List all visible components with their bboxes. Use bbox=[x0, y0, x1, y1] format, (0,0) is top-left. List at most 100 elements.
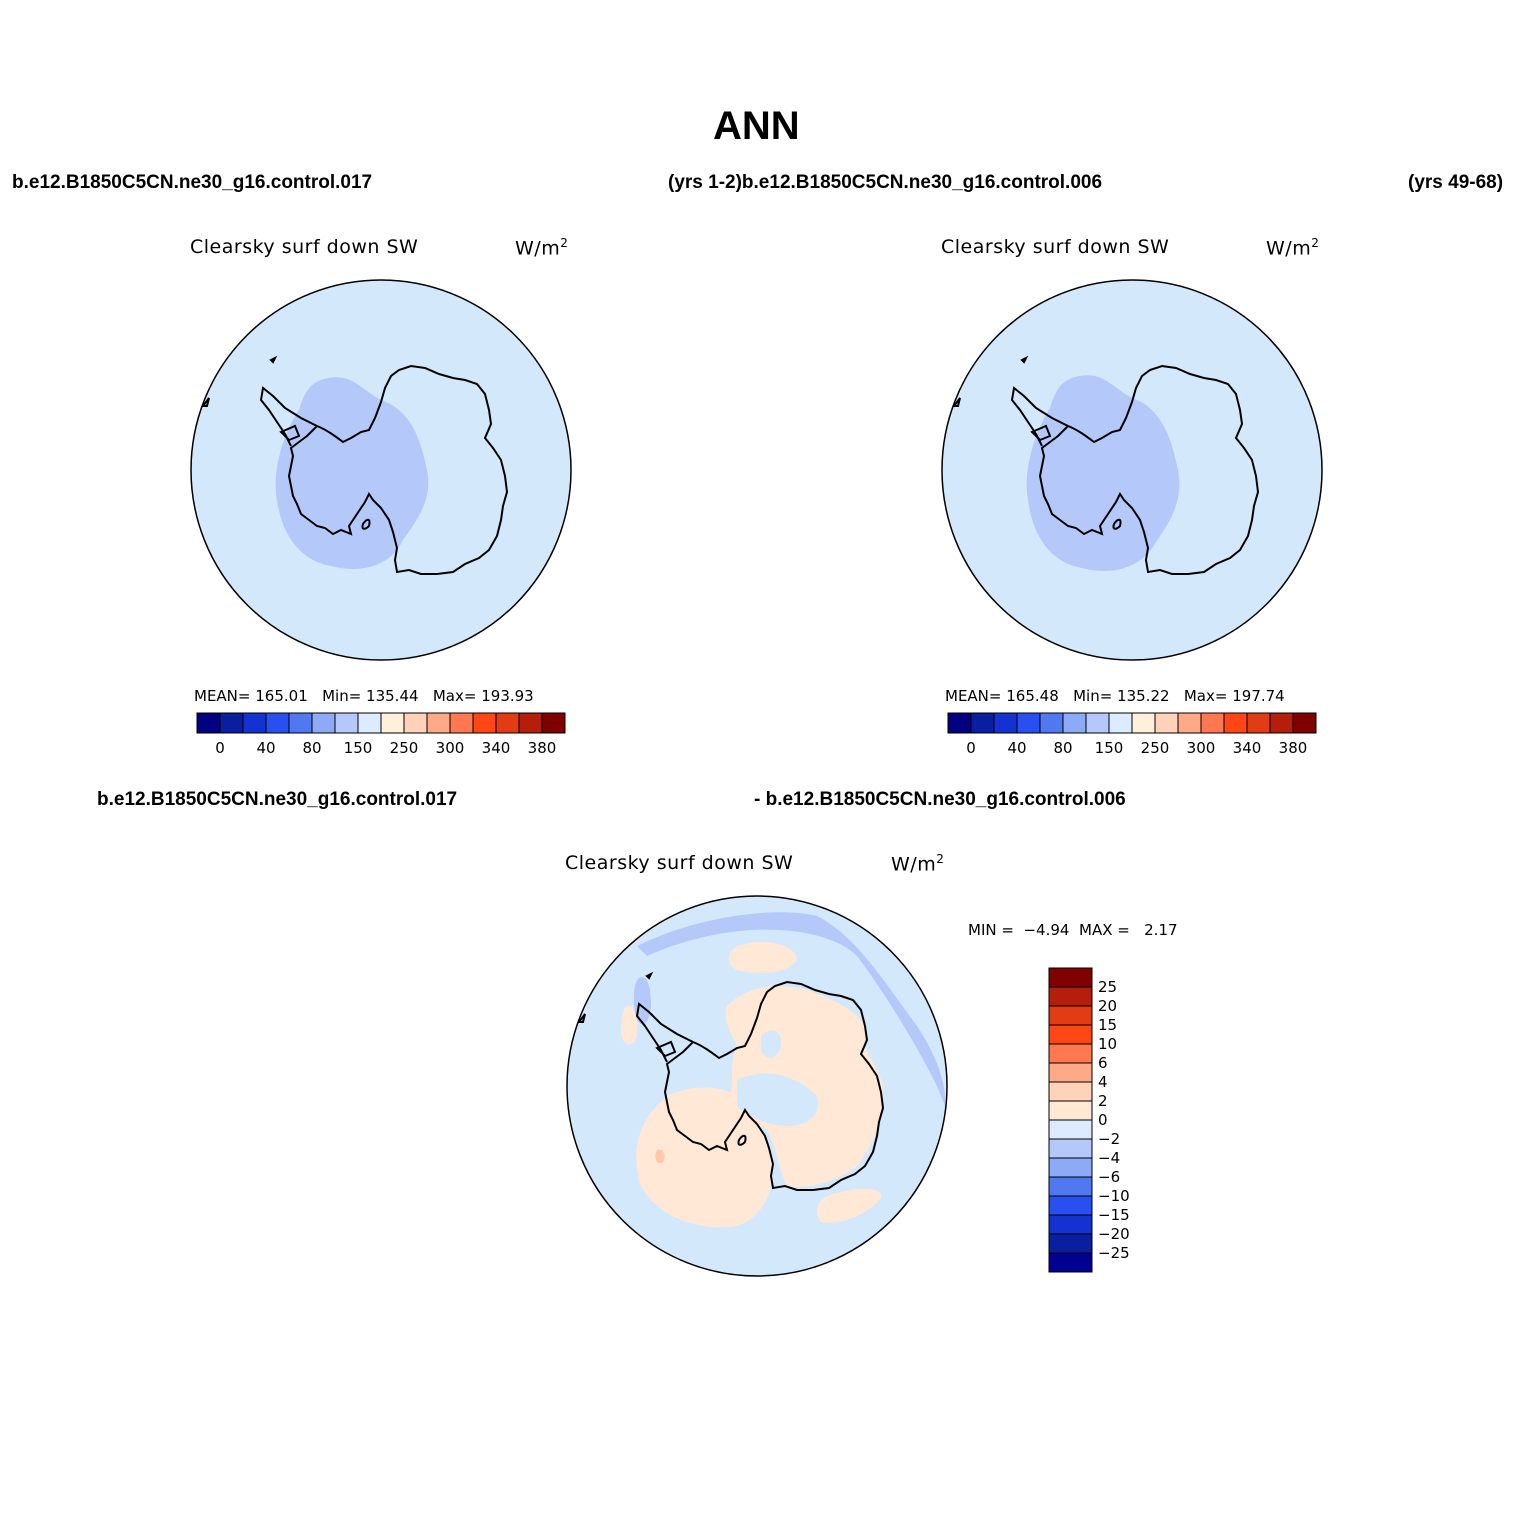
diff-case-right: - b.e12.B1850C5CN.ne30_g16.control.006 bbox=[754, 789, 1126, 810]
colorbar-box bbox=[1039, 712, 1064, 734]
colorbar-box bbox=[1048, 1252, 1093, 1273]
colorbar-box bbox=[1048, 1043, 1093, 1064]
colorbar-label: 40 bbox=[1007, 739, 1026, 757]
colorbar-box bbox=[1200, 712, 1225, 734]
colorbar-label: 10 bbox=[1098, 1035, 1117, 1053]
panel3-positive-peninsula bbox=[621, 1005, 638, 1045]
colorbar-box bbox=[970, 712, 995, 734]
colorbar-label: 380 bbox=[1279, 739, 1308, 757]
colorbar-box bbox=[1048, 1081, 1093, 1102]
colorbar-box bbox=[1048, 1024, 1093, 1045]
panel1-map bbox=[191, 280, 571, 660]
colorbar-label: 0 bbox=[966, 739, 976, 757]
panel1-border bbox=[190, 279, 572, 661]
colorbar-box bbox=[495, 712, 520, 734]
colorbar-label: 0 bbox=[215, 739, 225, 757]
colorbar-box bbox=[242, 712, 267, 734]
panel2-field-name: Clearsky surf down SW bbox=[941, 236, 1170, 258]
colorbar-box bbox=[1177, 712, 1202, 734]
panel3-negative-band bbox=[637, 912, 946, 1106]
panel1-field-name: Clearsky surf down SW bbox=[190, 236, 419, 258]
colorbar-box bbox=[1154, 712, 1179, 734]
colorbar-box bbox=[1062, 712, 1087, 734]
colorbar-box bbox=[219, 712, 244, 734]
panel3-stats: MIN = −4.94 MAX = 2.17 bbox=[968, 921, 1178, 939]
colorbar-label: 20 bbox=[1098, 997, 1117, 1015]
case-label-left: b.e12.B1850C5CN.ne30_g16.control.017 bbox=[12, 172, 373, 193]
colorbar-label: 300 bbox=[1187, 739, 1216, 757]
colorbar-label: 40 bbox=[256, 739, 275, 757]
colorbar-label: 150 bbox=[344, 739, 373, 757]
colorbar-box bbox=[1048, 967, 1093, 988]
colorbar-box bbox=[1016, 712, 1041, 734]
colorbar-label: 340 bbox=[482, 739, 511, 757]
diff-case-left: b.e12.B1850C5CN.ne30_g16.control.017 bbox=[97, 789, 458, 810]
colorbar-box bbox=[1048, 1119, 1093, 1140]
colorbar-label: 6 bbox=[1098, 1054, 1108, 1072]
figure-title: ANN bbox=[713, 104, 800, 148]
colorbar-box bbox=[541, 712, 566, 734]
panel2-stats: MEAN= 165.48 Min= 135.22 Max= 197.74 bbox=[945, 687, 1285, 705]
colorbar-box bbox=[1131, 712, 1156, 734]
colorbar-box bbox=[993, 712, 1018, 734]
colorbar-label: 2 bbox=[1098, 1092, 1108, 1110]
colorbar-box bbox=[1048, 1157, 1093, 1178]
colorbar-box bbox=[1048, 1214, 1093, 1235]
colorbar-label: 150 bbox=[1095, 739, 1124, 757]
colorbar-label: −2 bbox=[1098, 1130, 1120, 1148]
colorbar-label: −20 bbox=[1098, 1225, 1130, 1243]
panel3-map bbox=[567, 896, 947, 1276]
colorbar-label: −10 bbox=[1098, 1187, 1130, 1205]
colorbar-box bbox=[1048, 1005, 1093, 1026]
colorbar-box bbox=[380, 712, 405, 734]
panel2-map bbox=[942, 280, 1322, 660]
colorbar-label: 80 bbox=[302, 739, 321, 757]
colorbar-label: 4 bbox=[1098, 1073, 1108, 1091]
colorbar-box bbox=[1108, 712, 1133, 734]
colorbar-label: 0 bbox=[1098, 1111, 1108, 1129]
colorbar-box bbox=[1048, 1233, 1093, 1254]
case-label-middle: (yrs 1-2)b.e12.B1850C5CN.ne30_g16.contro… bbox=[668, 172, 1103, 193]
panel3-border bbox=[566, 895, 948, 1277]
colorbar-box bbox=[403, 712, 428, 734]
panel3-positive-north bbox=[728, 941, 797, 974]
panel2-border bbox=[941, 279, 1323, 661]
panel3-field-name: Clearsky surf down SW bbox=[565, 852, 794, 874]
colorbar-label: −25 bbox=[1098, 1244, 1130, 1262]
colorbar-box bbox=[196, 712, 221, 734]
colorbar-label: 250 bbox=[390, 739, 419, 757]
panel1-stats: MEAN= 165.01 Min= 135.44 Max= 193.93 bbox=[194, 687, 534, 705]
colorbar-box bbox=[449, 712, 474, 734]
colorbar-label: −15 bbox=[1098, 1206, 1130, 1224]
colorbar-box bbox=[1048, 1062, 1093, 1083]
colorbar-label: 300 bbox=[436, 739, 465, 757]
colorbar-box bbox=[1085, 712, 1110, 734]
colorbar-box bbox=[357, 712, 382, 734]
colorbar-label: −4 bbox=[1098, 1149, 1120, 1167]
colorbar-box bbox=[518, 712, 543, 734]
colorbar-label: 25 bbox=[1098, 978, 1117, 996]
colorbar-box bbox=[1269, 712, 1294, 734]
panel3-positive-south bbox=[816, 1188, 882, 1223]
colorbar-box bbox=[288, 712, 313, 734]
colorbar-box bbox=[1048, 1195, 1093, 1216]
panel3-positive-spot bbox=[655, 1149, 665, 1164]
colorbar-label: 380 bbox=[528, 739, 557, 757]
colorbar-box bbox=[1048, 1176, 1093, 1197]
panel2-units: W/m2 bbox=[1266, 236, 1320, 260]
colorbar-box bbox=[1223, 712, 1248, 734]
panel3-units: W/m2 bbox=[891, 852, 945, 876]
panel3-negative-shelf bbox=[737, 1073, 819, 1126]
panel1-colorbar: 0 40 80 150 250 300 340 380 bbox=[196, 712, 566, 757]
colorbar-label: −6 bbox=[1098, 1168, 1120, 1186]
colorbar-box bbox=[947, 712, 972, 734]
panel3-negative-inland bbox=[761, 1030, 782, 1058]
case-label-right: (yrs 49-68) bbox=[1408, 172, 1504, 193]
colorbar-box bbox=[1292, 712, 1317, 734]
colorbar-label: 340 bbox=[1233, 739, 1262, 757]
colorbar-box bbox=[472, 712, 497, 734]
panel2-colorbar: 0 40 80 150 250 300 340 380 bbox=[947, 712, 1317, 757]
colorbar-box bbox=[1048, 986, 1093, 1007]
